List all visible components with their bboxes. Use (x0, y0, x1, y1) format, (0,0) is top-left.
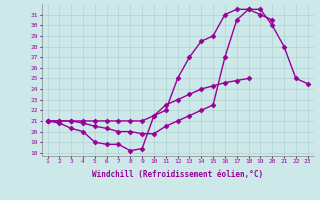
X-axis label: Windchill (Refroidissement éolien,°C): Windchill (Refroidissement éolien,°C) (92, 170, 263, 179)
